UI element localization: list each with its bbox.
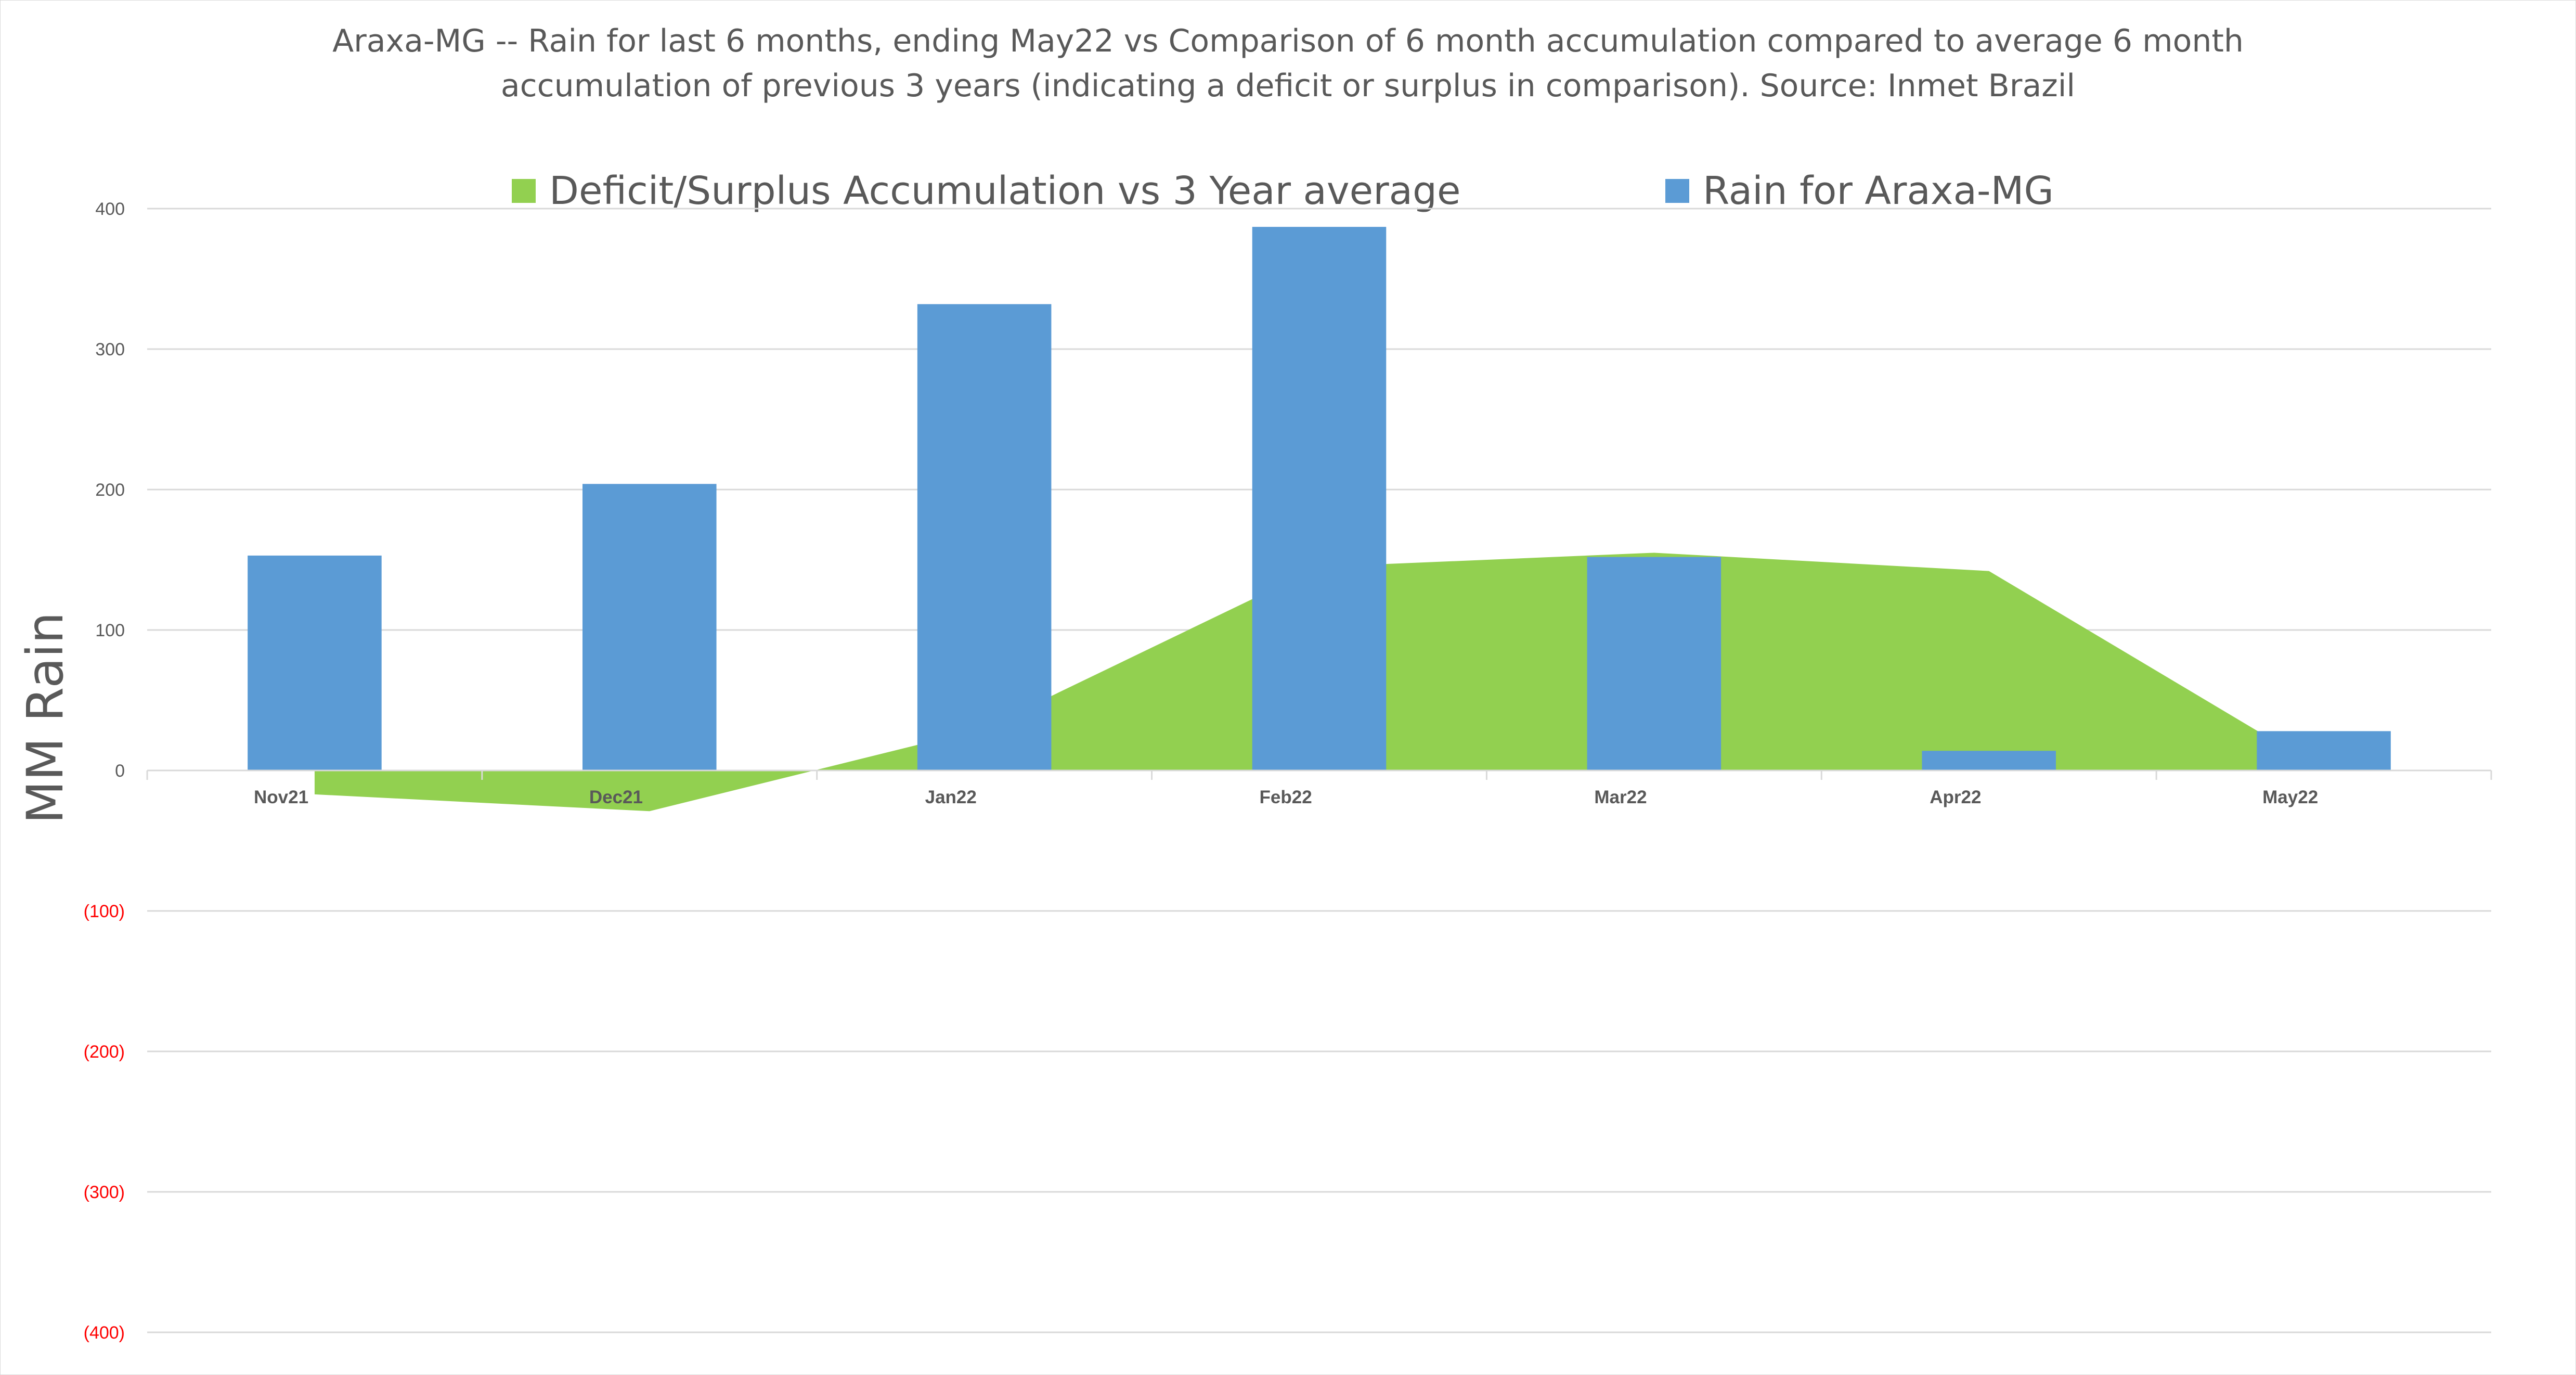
- y-tick-label-6: (200): [84, 1042, 125, 1062]
- y-tick-label-8: (400): [84, 1323, 125, 1343]
- legend-item-deficit-surplus: Deficit/Surplus Accumulation vs 3 Year a…: [512, 162, 1460, 220]
- legend: Deficit/Surplus Accumulation vs 3 Year a…: [0, 162, 2576, 220]
- bar-apr22: [1922, 751, 2056, 770]
- legend-label-deficit-surplus: Deficit/Surplus Accumulation vs 3 Year a…: [549, 169, 1461, 213]
- x-tick-label-jan22: Jan22: [925, 787, 977, 807]
- x-tick-label-apr22: Apr22: [1930, 787, 1981, 807]
- x-tick-label-may22: May22: [2262, 787, 2318, 807]
- tick-labels: 400 300 200 100 0 (100) (200) (300) (400) Nov21 De…: [84, 199, 2319, 1343]
- x-tick-label-nov21: Nov21: [254, 787, 308, 807]
- x-tick-label-feb22: Feb22: [1260, 787, 1312, 807]
- x-tick-label-mar22: Mar22: [1594, 787, 1647, 807]
- bar-mar22: [1587, 557, 1721, 770]
- legend-label-rain: Rain for Araxa-MG: [1703, 169, 2054, 213]
- bar-series: [248, 227, 2391, 771]
- legend-item-rain: Rain for Araxa-MG: [1665, 162, 2054, 220]
- y-tick-label-3: 100: [95, 621, 125, 640]
- legend-swatch-rain: [1665, 179, 1689, 203]
- chart-title-line-1: Araxa-MG -- Rain for last 6 months, endi…: [332, 23, 2244, 59]
- x-tick-label-dec21: Dec21: [589, 787, 643, 807]
- bar-may22: [2257, 731, 2391, 770]
- bar-dec21: [582, 484, 717, 770]
- bar-nov21: [248, 555, 382, 770]
- y-tick-label-5: (100): [84, 902, 125, 921]
- chart-title: Araxa-MG -- Rain for last 6 months, endi…: [0, 19, 2576, 108]
- chart-title-line-2: accumulation of previous 3 years (indica…: [500, 68, 2076, 104]
- axes: [146, 769, 2492, 780]
- legend-swatch-deficit-surplus: [512, 179, 536, 203]
- bar-jan22: [917, 304, 1052, 770]
- y-tick-label-0: 400: [95, 199, 125, 219]
- bar-feb22: [1252, 227, 1387, 771]
- y-tick-label-2: 200: [95, 480, 125, 500]
- y-tick-label-7: (300): [84, 1183, 125, 1202]
- y-tick-label-4: 0: [115, 761, 125, 781]
- y-tick-label-1: 300: [95, 340, 125, 359]
